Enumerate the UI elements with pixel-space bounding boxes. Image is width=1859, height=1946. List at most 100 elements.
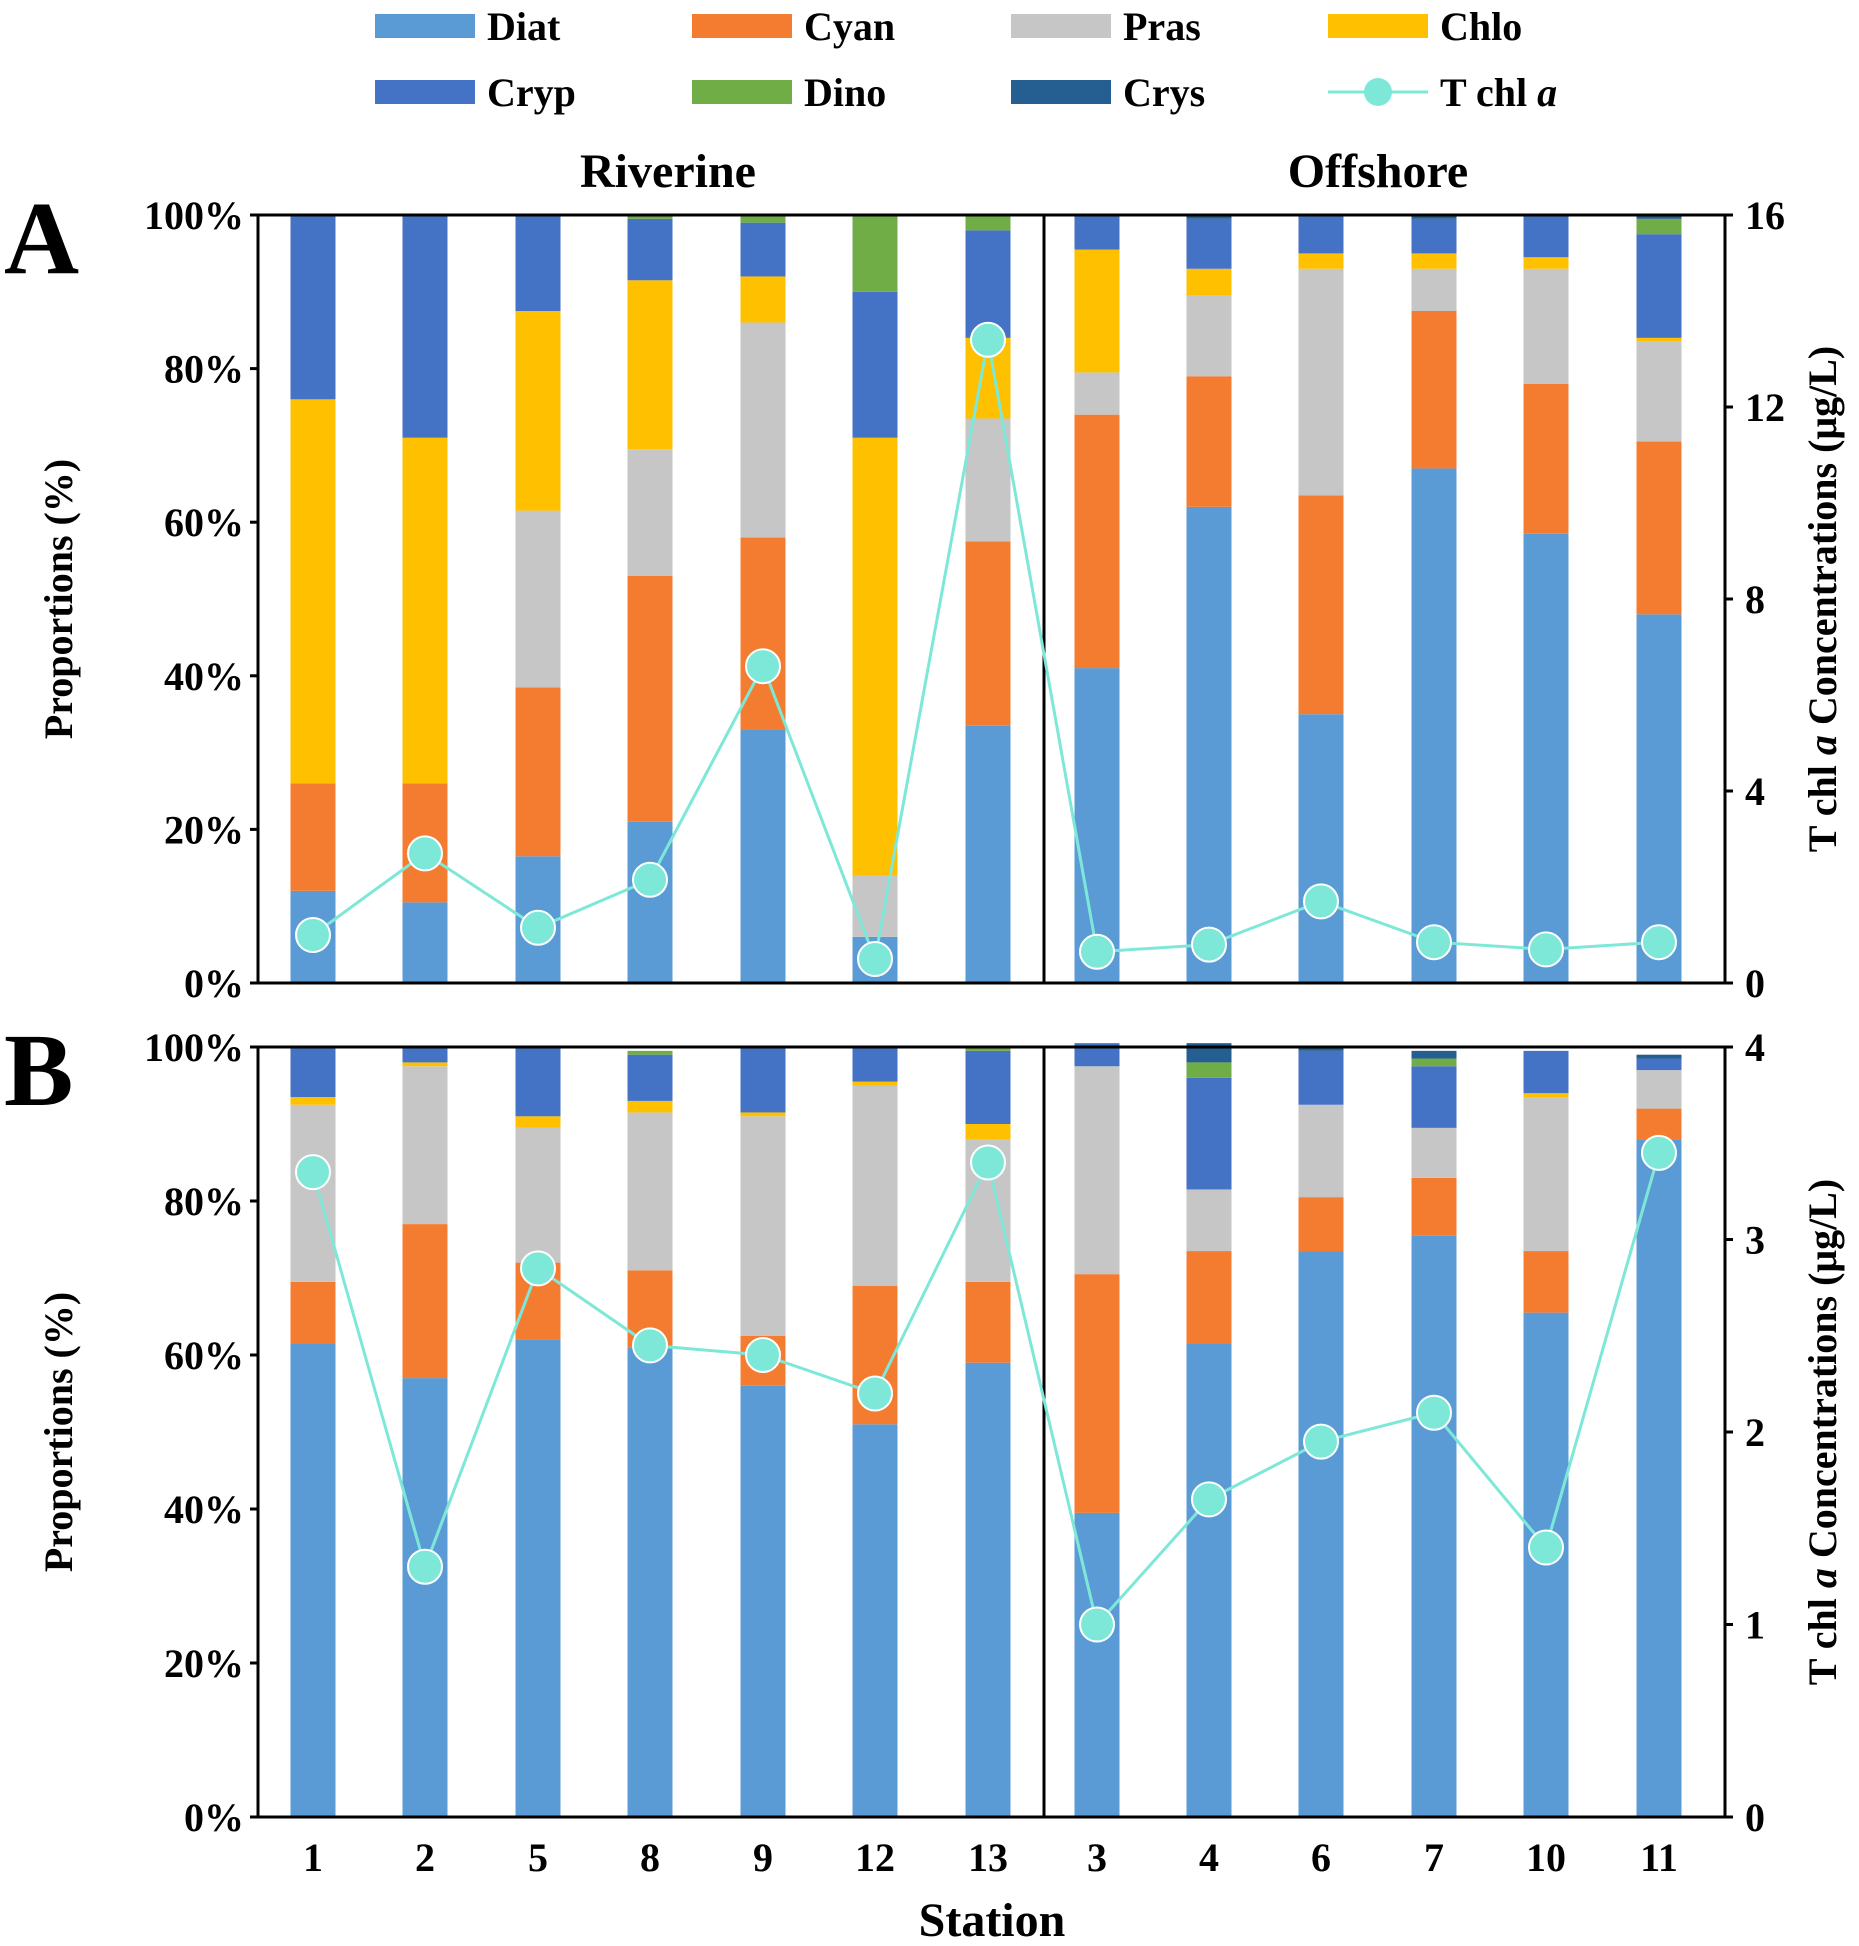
bar-segment-pras-station-7: [1411, 1127, 1457, 1178]
bar-segment-cryp-station-5: [515, 215, 561, 311]
legend-label-pras: Pras: [1123, 4, 1201, 49]
bar-segment-crys-station-11: [1636, 1054, 1682, 1059]
x-tick-label-station-11: 11: [1640, 1835, 1678, 1880]
legend-label-diat: Diat: [487, 4, 561, 49]
bar-segment-cryp-station-12: [852, 291, 898, 438]
bar-segment-diat-station-10: [1523, 533, 1569, 983]
legend-marker-tchla: [1364, 78, 1392, 106]
y-tick-label-left: 20%: [164, 1641, 244, 1686]
bar-segment-cryp-station-10: [1523, 215, 1569, 258]
bar-segment-pras-station-4: [1186, 1189, 1232, 1252]
bar-segment-chlo-station-12: [852, 437, 898, 876]
y-axis-right-title: T chl a Concentrations (μg/L): [1800, 346, 1845, 852]
bar-segment-cryp-station-11: [1636, 1058, 1682, 1071]
x-axis-title: Station: [919, 1894, 1066, 1946]
legend-item-crys: Crys: [1011, 70, 1205, 115]
bar-segment-diat-station-4: [1186, 1343, 1232, 1817]
bar-segment-cyan-station-7: [1411, 1177, 1457, 1236]
bar-segment-cryp-station-10: [1523, 1050, 1569, 1094]
tchla-point-station-8: [632, 1327, 668, 1364]
y-tick-label-left: 20%: [164, 807, 244, 852]
bar-segment-pras-station-10: [1523, 1097, 1569, 1252]
bar-segment-crys-station-7: [1411, 215, 1457, 219]
tchla-point-station-11: [1641, 1134, 1677, 1171]
tchla-point-station-9: [745, 1337, 781, 1373]
bar-segment-chlo-station-3: [1074, 249, 1120, 373]
tchla-point-station-11: [1641, 924, 1677, 961]
y-tick-label-left: 60%: [164, 500, 244, 545]
bar-segment-cyan-station-1: [290, 1281, 336, 1344]
legend-swatch-chlo: [1328, 14, 1428, 38]
bar-segment-diat-station-11: [1636, 614, 1682, 983]
bar-segment-diat-station-8: [627, 1347, 673, 1817]
y-axis-right-title: T chl a Concentrations (μg/L): [1800, 1179, 1845, 1685]
x-tick-label-station-3: 3: [1087, 1835, 1107, 1880]
legend-label-tchla: T chl a: [1440, 70, 1557, 115]
bar-segment-dino-station-8: [627, 215, 673, 219]
panel-letter-b: B: [4, 1013, 73, 1128]
x-tick-label-station-1: 1: [303, 1835, 323, 1880]
bar-segment-pras-station-8: [627, 449, 673, 576]
bar-segment-dino-station-7: [1411, 1058, 1457, 1067]
legend: Diat Cyan Pras Chlo Cryp Dino Crys T chl a: [375, 4, 1557, 115]
x-tick-label-station-6: 6: [1311, 1835, 1331, 1880]
legend-label-chlo: Chlo: [1440, 4, 1522, 49]
bar-segment-chlo-station-5: [515, 311, 561, 511]
legend-item-tchla: T chl a: [1328, 70, 1557, 115]
bar-segment-cyan-station-3: [1074, 1274, 1120, 1513]
bar-segment-cyan-station-2: [402, 1224, 448, 1379]
legend-label-crys: Crys: [1123, 70, 1205, 115]
bar-segment-pras-station-5: [515, 510, 561, 688]
y-tick-label-left: 0%: [184, 1795, 244, 1840]
y-tick-label-right: 1: [1745, 1603, 1765, 1648]
bar-segment-cyan-station-1: [290, 783, 336, 891]
bar-segment-pras-station-7: [1411, 268, 1457, 311]
bar-segment-cryp-station-11: [1636, 234, 1682, 338]
bar-segment-cyan-station-8: [627, 575, 673, 822]
tchla-point-station-4: [1191, 926, 1227, 963]
bar-segment-chlo-station-9: [740, 276, 786, 323]
bar-segment-diat-station-6: [1298, 1251, 1344, 1817]
bar-segment-chlo-station-4: [1186, 268, 1232, 296]
y-tick-label-left: 80%: [164, 1179, 244, 1224]
bar-segment-cyan-station-3: [1074, 414, 1120, 669]
bar-segment-cryp-station-6: [1298, 1050, 1344, 1105]
tchla-point-station-7: [1416, 924, 1452, 961]
bar-segment-cryp-station-12: [852, 1047, 898, 1082]
x-tick-label-station-10: 10: [1526, 1835, 1566, 1880]
bar-segment-crys-station-6: [1298, 1047, 1344, 1051]
bar-segment-diat-station-5: [515, 1339, 561, 1817]
x-tick-label-station-8: 8: [640, 1835, 660, 1880]
bar-segment-cyan-station-4: [1186, 1251, 1232, 1344]
bar-segment-dino-station-13: [965, 1047, 1011, 1051]
y-tick-label-right: 4: [1745, 769, 1765, 814]
bar-segment-diat-station-3: [1074, 668, 1120, 983]
tchla-point-station-3: [1079, 1606, 1115, 1643]
bar-segment-cryp-station-2: [402, 215, 448, 438]
bar-segment-cyan-station-6: [1298, 495, 1344, 715]
bar-segment-cryp-station-9: [740, 222, 786, 277]
tchla-point-station-9: [745, 648, 781, 685]
bar-segment-crys-station-11: [1636, 215, 1682, 219]
bar-segment-cryp-station-13: [965, 230, 1011, 338]
tchla-point-station-13: [970, 321, 1006, 358]
bar-segment-pras-station-1: [290, 1104, 336, 1282]
bar-segment-chlo-station-1: [290, 399, 336, 784]
y-tick-label-right: 0: [1745, 961, 1765, 1006]
bar-segment-pras-station-12: [852, 875, 898, 937]
legend-swatch-crys: [1011, 80, 1111, 104]
bars-panel-b: [290, 1043, 1682, 1817]
tchla-point-station-3: [1079, 933, 1115, 970]
legend-item-dino: Dino: [692, 70, 886, 115]
bar-segment-diat-station-13: [965, 1362, 1011, 1817]
legend-item-pras: Pras: [1011, 4, 1201, 49]
tchla-point-station-8: [632, 861, 668, 898]
bar-segment-cryp-station-7: [1411, 218, 1457, 254]
bar-segment-chlo-station-10: [1523, 1093, 1569, 1098]
legend-swatch-pras: [1011, 14, 1111, 38]
bar-segment-cyan-station-10: [1523, 383, 1569, 534]
tchla-point-station-12: [857, 941, 893, 977]
y-tick-label-left: 40%: [164, 1487, 244, 1532]
bar-segment-chlo-station-7: [1411, 253, 1457, 269]
tchla-point-station-12: [857, 1375, 893, 1412]
